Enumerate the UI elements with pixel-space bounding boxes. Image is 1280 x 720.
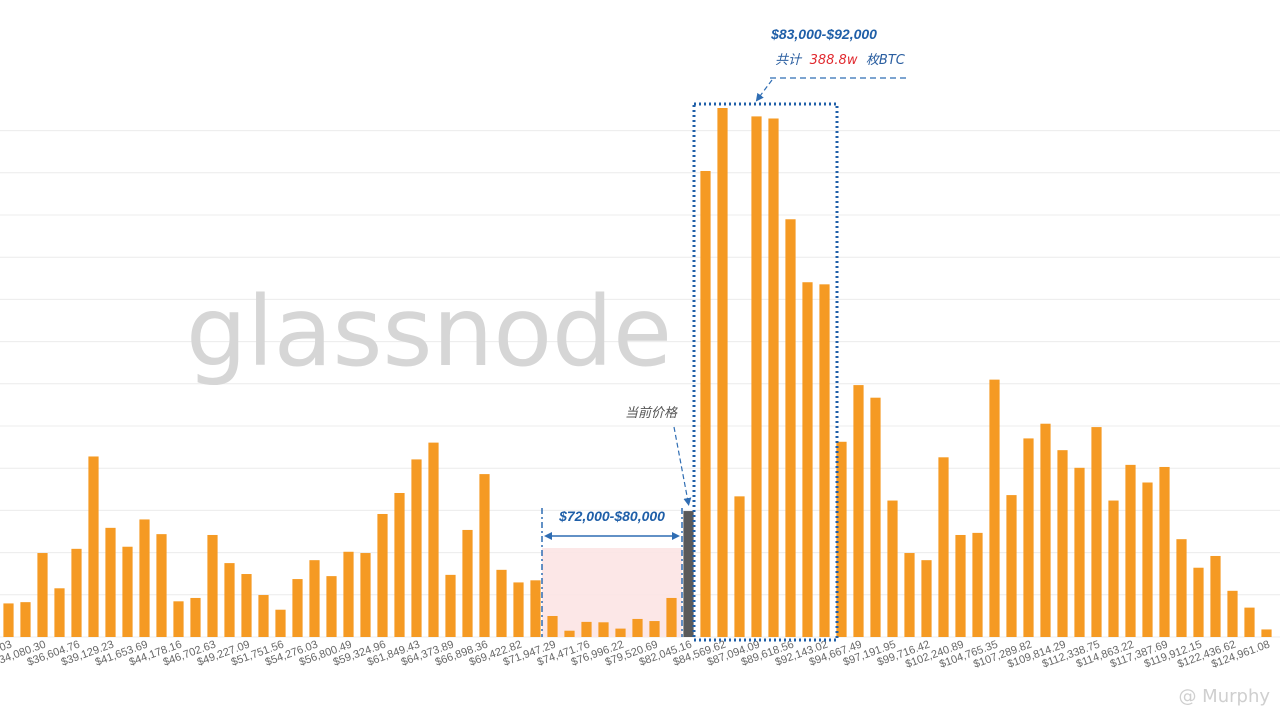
bar — [1023, 438, 1034, 637]
bar — [326, 576, 337, 637]
bar — [530, 580, 541, 637]
bar — [173, 601, 184, 637]
bar — [615, 628, 626, 637]
bar — [479, 474, 490, 637]
bar — [717, 108, 728, 637]
bar — [904, 553, 915, 637]
bar — [649, 621, 660, 637]
bar — [666, 597, 677, 637]
bar — [819, 284, 830, 637]
current-price-pointer-arrow — [673, 426, 692, 506]
bar — [241, 574, 252, 637]
range-low-annotation: $72,000-$80,000 — [541, 508, 683, 637]
bar — [955, 534, 966, 637]
bar — [547, 616, 558, 637]
bar — [411, 459, 422, 637]
bar — [564, 630, 575, 637]
bar — [513, 582, 524, 637]
range-low-highlight — [542, 548, 682, 637]
bar — [768, 118, 779, 637]
bar — [1006, 495, 1017, 637]
range-high-annotation: $83,000-$92,000 共计 388.8w 枚BTC — [692, 26, 906, 642]
bar — [853, 385, 864, 637]
range-high-sub-prefix: 共计 — [775, 53, 803, 68]
author-credit: @ Murphy — [1178, 686, 1270, 707]
bar — [190, 597, 201, 637]
bar — [700, 170, 711, 637]
range-high-box — [692, 102, 839, 642]
bar — [37, 553, 48, 637]
range-low-label: $72,000-$80,000 — [558, 508, 665, 524]
bar — [258, 595, 269, 637]
bar — [1227, 590, 1238, 637]
bar — [1125, 464, 1136, 637]
current-price-label: 当前价格 — [625, 406, 678, 421]
bar — [1244, 607, 1255, 637]
range-high-sub-suffix: 枚BTC — [866, 53, 906, 68]
bar — [1040, 423, 1051, 637]
bar — [938, 457, 949, 637]
bar — [1091, 427, 1102, 637]
bar — [887, 500, 898, 637]
bar — [139, 519, 150, 637]
bar — [462, 529, 473, 637]
bar — [1108, 500, 1119, 637]
range-high-pointer-arrow — [755, 79, 773, 102]
bar — [105, 527, 116, 637]
bar — [343, 551, 354, 637]
watermark-glassnode: glassnode — [186, 276, 672, 388]
x-tick-labels: $...03$34,080.30$36,604.76$39,129.23$41,… — [0, 639, 1272, 671]
bar — [598, 622, 609, 637]
bar — [734, 496, 745, 637]
bar — [921, 560, 932, 637]
bar — [360, 553, 371, 637]
bar — [54, 588, 65, 637]
bar — [1159, 466, 1170, 637]
bar — [751, 116, 762, 637]
bar — [1142, 482, 1153, 637]
bar — [207, 534, 218, 637]
bar — [71, 548, 82, 637]
bar — [275, 609, 286, 637]
bar — [802, 282, 813, 637]
bar — [292, 579, 303, 637]
range-high-sublabel: 共计 388.8w 枚BTC — [775, 51, 906, 68]
bar — [972, 532, 983, 637]
bar — [1176, 539, 1187, 637]
bar — [1074, 467, 1085, 637]
bar — [989, 379, 1000, 637]
bar — [1193, 567, 1204, 637]
bar — [122, 546, 133, 637]
bars — [3, 108, 1272, 637]
bar — [1057, 450, 1068, 637]
bar — [156, 534, 167, 637]
bar — [377, 513, 388, 637]
bar — [836, 441, 847, 637]
bar — [1261, 629, 1272, 637]
range-high-label: $83,000-$92,000 — [770, 26, 877, 42]
bar-current-price — [683, 511, 694, 637]
bar — [496, 569, 507, 637]
bar — [88, 456, 99, 637]
current-price-annotation: 当前价格 — [625, 406, 692, 506]
bar — [20, 602, 31, 637]
bar — [224, 563, 235, 637]
bar — [581, 621, 592, 637]
range-high-sub-value: 388.8w — [810, 53, 858, 68]
bar — [870, 397, 881, 637]
bar — [1210, 555, 1221, 637]
bar — [309, 560, 320, 637]
bar — [632, 618, 643, 637]
bar — [394, 492, 405, 637]
bar — [445, 574, 456, 637]
bar — [428, 442, 439, 637]
bar — [3, 603, 14, 637]
bar — [785, 219, 796, 637]
